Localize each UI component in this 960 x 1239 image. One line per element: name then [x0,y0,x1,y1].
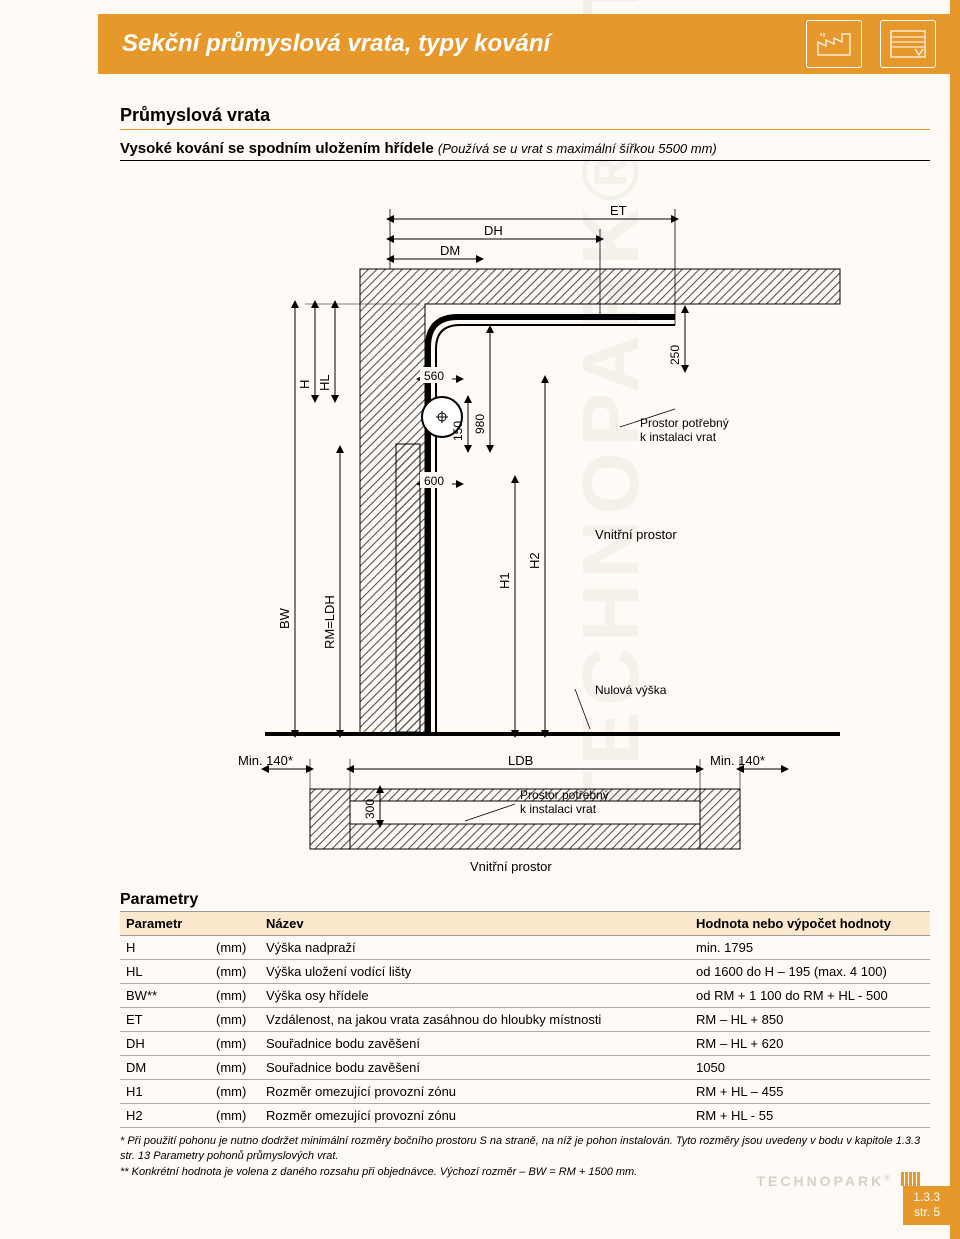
table-cell: DH [120,1032,210,1056]
label-prostor-b2: k instalaci vrat [520,802,597,816]
garage-door-icon [880,20,936,68]
label-h2: H2 [527,552,542,569]
label-min140-right: Min. 140* [710,753,765,768]
th-value: Hodnota nebo výpočet hodnoty [690,912,930,936]
table-cell: RM + HL - 55 [690,1104,930,1128]
table-row: H1(mm)Rozměr omezující provozní zónuRM +… [120,1080,930,1104]
table-cell: Vzdálenost, na jakou vrata zasáhnou do h… [260,1008,690,1032]
parameters-table: Parametr Název Hodnota nebo výpočet hodn… [120,911,930,1128]
table-cell: min. 1795 [690,936,930,960]
header-icons [806,20,950,68]
table-cell: Výška osy hřídele [260,984,690,1008]
table-cell: HL [120,960,210,984]
page-footer: 1.3.3 str. 5 [903,1186,950,1225]
table-row: HL(mm)Výška uložení vodící lištyod 1600 … [120,960,930,984]
table-cell: (mm) [210,984,260,1008]
label-600: 600 [424,474,444,488]
label-prostor-top-1: Prostor potřebný [640,416,729,430]
table-row: BW**(mm)Výška osy hřídeleod RM + 1 100 d… [120,984,930,1008]
table-cell: ET [120,1008,210,1032]
label-300: 300 [363,799,377,819]
table-cell: od RM + 1 100 do RM + HL - 500 [690,984,930,1008]
label-dm: DM [440,243,460,258]
content-area: Průmyslová vrata Vysoké kování se spodní… [120,105,930,1180]
th-name: Název [260,912,690,936]
table-cell: 1050 [690,1056,930,1080]
label-et: ET [610,203,627,218]
label-min140-left: Min. 140* [238,753,293,768]
th-unit [210,912,260,936]
table-cell: RM + HL – 455 [690,1080,930,1104]
label-vnitrni-b: Vnitřní prostor [470,859,552,874]
label-dh: DH [484,223,503,238]
table-title: Parametry [120,891,930,911]
subsection-title: Vysoké kování se spodním uložením hřídel… [120,140,930,161]
table-cell: (mm) [210,960,260,984]
label-prostor-top-2: k instalaci vrat [640,430,717,444]
table-row: H(mm)Výška nadpražímin. 1795 [120,936,930,960]
table-cell: DM [120,1056,210,1080]
factory-icon [806,20,862,68]
table-cell: BW** [120,984,210,1008]
table-row: H2(mm)Rozměr omezující provozní zónuRM +… [120,1104,930,1128]
table-cell: od 1600 do H – 195 (max. 4 100) [690,960,930,984]
footer-page: str. 5 [913,1205,940,1221]
table-cell: Výška uložení vodící lišty [260,960,690,984]
header-bar: Sekční průmyslová vrata, typy kování [98,14,950,74]
table-cell: (mm) [210,1008,260,1032]
table-cell: (mm) [210,1080,260,1104]
table-cell: (mm) [210,1104,260,1128]
label-150: 150 [451,421,465,441]
table-cell: (mm) [210,1056,260,1080]
label-ldb: LDB [508,753,533,768]
subsection-title-text: Vysoké kování se spodním uložením hřídel… [120,140,434,157]
sidebar-accent [950,0,960,1239]
label-rm: RM=LDH [322,595,337,649]
section-title: Průmyslová vrata [120,105,930,130]
table-cell: H [120,936,210,960]
table-cell: RM – HL + 620 [690,1032,930,1056]
table-cell: (mm) [210,936,260,960]
parameters-table-section: Parametry Parametr Název Hodnota nebo vý… [120,891,930,1180]
table-cell: (mm) [210,1032,260,1056]
table-cell: RM – HL + 850 [690,1008,930,1032]
table-cell: Souřadnice bodu zavěšení [260,1032,690,1056]
technical-diagram: ET DH DM 560 600 150 980 250 [120,169,930,889]
table-cell: Rozměr omezující provozní zónu [260,1080,690,1104]
footnote-1: * Při použití pohonu je nutno dodržet mi… [120,1134,930,1165]
table-row: DH(mm)Souřadnice bodu zavěšeníRM – HL + … [120,1032,930,1056]
page-title: Sekční průmyslová vrata, typy kování [122,30,806,58]
label-980: 980 [473,414,487,434]
label-250: 250 [668,345,682,365]
label-hl: HL [317,374,332,391]
table-cell: Souřadnice bodu zavěšení [260,1056,690,1080]
label-h1: H1 [497,572,512,589]
label-vnitrni: Vnitřní prostor [595,527,677,542]
table-cell: Výška nadpraží [260,936,690,960]
label-560: 560 [424,369,444,383]
table-cell: H2 [120,1104,210,1128]
table-row: DM(mm)Souřadnice bodu zavěšení1050 [120,1056,930,1080]
subsection-note: (Používá se u vrat s maximální šířkou 55… [438,141,717,156]
label-nulova: Nulová výška [595,683,667,697]
table-row: ET(mm)Vzdálenost, na jakou vrata zasáhno… [120,1008,930,1032]
footer-ref: 1.3.3 [913,1190,940,1206]
table-cell: Rozměr omezující provozní zónu [260,1104,690,1128]
label-h: H [297,380,312,389]
label-prostor-b1: Prostor potřebný [520,788,609,802]
th-param: Parametr [120,912,210,936]
label-bw: BW [277,607,292,629]
table-cell: H1 [120,1080,210,1104]
